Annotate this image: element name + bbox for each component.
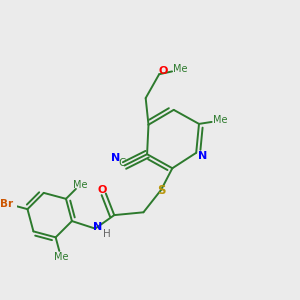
Text: Br: Br bbox=[0, 199, 14, 208]
Text: Me: Me bbox=[73, 179, 88, 190]
Text: Me: Me bbox=[54, 252, 68, 262]
Text: S: S bbox=[157, 184, 165, 197]
Text: N: N bbox=[198, 151, 207, 161]
Text: Me: Me bbox=[173, 64, 188, 74]
Text: N: N bbox=[93, 222, 103, 232]
Text: H: H bbox=[103, 229, 111, 239]
Text: Me: Me bbox=[213, 115, 227, 125]
Text: N: N bbox=[111, 154, 121, 164]
Text: O: O bbox=[97, 185, 106, 195]
Text: O: O bbox=[158, 66, 168, 76]
Text: C: C bbox=[118, 158, 125, 168]
